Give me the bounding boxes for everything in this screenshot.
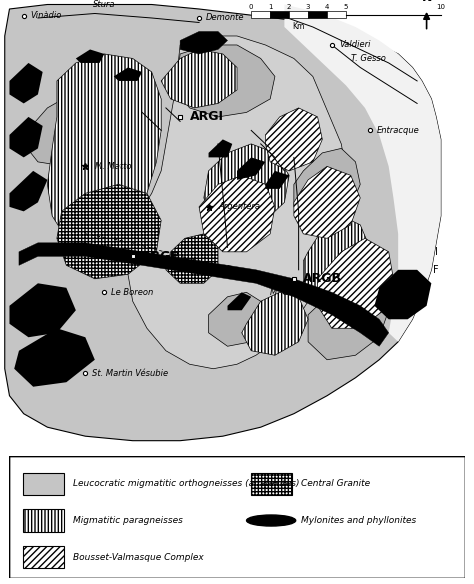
Polygon shape: [265, 108, 322, 171]
Text: Migmatitic paragneisses: Migmatitic paragneisses: [73, 516, 183, 525]
Polygon shape: [228, 293, 251, 310]
Polygon shape: [161, 50, 237, 108]
Text: 10: 10: [437, 4, 445, 10]
Bar: [23, 509, 64, 531]
Text: 1: 1: [268, 4, 273, 10]
Text: St. Martin Vésubie: St. Martin Vésubie: [92, 369, 169, 378]
Polygon shape: [180, 32, 228, 54]
Polygon shape: [374, 270, 431, 319]
Polygon shape: [57, 185, 161, 279]
Text: M. Gelas: M. Gelas: [270, 288, 306, 297]
Polygon shape: [318, 238, 393, 328]
Text: T. Gesso: T. Gesso: [351, 54, 386, 63]
Text: Stura: Stura: [93, 0, 116, 9]
Polygon shape: [47, 54, 161, 248]
Polygon shape: [14, 328, 95, 387]
Text: M. Matto: M. Matto: [95, 162, 131, 171]
Text: Km: Km: [292, 22, 305, 30]
Polygon shape: [199, 175, 275, 252]
Polygon shape: [9, 171, 47, 211]
Polygon shape: [114, 68, 142, 81]
Text: Bousset-Valmasque Complex: Bousset-Valmasque Complex: [73, 553, 204, 562]
Text: Leucocratic migmatitic orthogneisses (anatexites): Leucocratic migmatitic orthogneisses (an…: [73, 479, 300, 488]
Polygon shape: [19, 243, 389, 346]
Text: 0: 0: [249, 4, 254, 10]
Polygon shape: [265, 171, 289, 189]
Text: F: F: [433, 265, 439, 275]
Text: I: I: [435, 247, 438, 257]
Polygon shape: [284, 5, 441, 342]
Text: 3: 3: [306, 4, 310, 10]
Bar: [23, 472, 64, 495]
Polygon shape: [209, 293, 265, 346]
Polygon shape: [209, 140, 232, 157]
Polygon shape: [303, 216, 370, 297]
Polygon shape: [9, 63, 43, 103]
Text: Mylonites and phyllonites: Mylonites and phyllonites: [301, 516, 416, 525]
Bar: [270, 11, 289, 18]
Polygon shape: [128, 36, 346, 369]
Text: N: N: [421, 0, 432, 5]
Polygon shape: [9, 283, 76, 338]
Polygon shape: [237, 157, 265, 180]
Polygon shape: [76, 50, 104, 63]
Bar: [23, 546, 64, 568]
Polygon shape: [166, 234, 218, 283]
Text: Vinàdio: Vinàdio: [31, 11, 62, 20]
Polygon shape: [24, 95, 104, 166]
Polygon shape: [242, 293, 308, 355]
Polygon shape: [5, 5, 441, 441]
Text: Le Boreon: Le Boreon: [111, 288, 154, 297]
Text: 2: 2: [287, 4, 292, 10]
Ellipse shape: [246, 515, 296, 526]
Polygon shape: [308, 279, 389, 360]
Polygon shape: [294, 148, 360, 220]
Text: Argentera: Argentera: [218, 202, 260, 211]
Text: Central Granite: Central Granite: [301, 479, 370, 488]
Bar: [289, 11, 308, 18]
Polygon shape: [294, 166, 360, 238]
Bar: [327, 11, 346, 18]
Bar: [251, 11, 270, 18]
Text: 5: 5: [344, 4, 348, 10]
Bar: [251, 472, 292, 495]
Polygon shape: [204, 144, 289, 230]
Polygon shape: [175, 45, 275, 117]
Text: ARGP: ARGP: [142, 250, 181, 263]
Text: ARGB: ARGB: [303, 272, 342, 286]
Text: Demonte: Demonte: [206, 13, 245, 23]
Bar: [308, 11, 327, 18]
Text: 4: 4: [325, 4, 329, 10]
Polygon shape: [9, 117, 43, 157]
Text: ARGI: ARGI: [190, 110, 224, 123]
Text: Valdieri: Valdieri: [339, 40, 370, 50]
Text: Entracque: Entracque: [377, 126, 419, 135]
